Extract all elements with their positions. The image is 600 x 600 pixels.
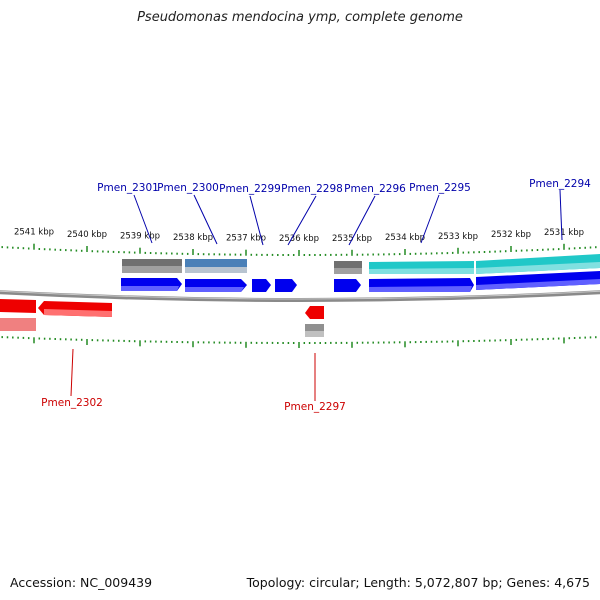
scale-tick-label: 2541 kbp (14, 228, 54, 238)
gene-label-pmen-2300: Pmen_2300 (157, 182, 219, 194)
feature-track-upper (122, 254, 600, 274)
gene-label-pmen-2294: Pmen_2294 (529, 178, 591, 190)
gene-label-pmen-2301: Pmen_2301 (97, 182, 159, 194)
scale-tick-label: 2536 kbp (279, 234, 319, 244)
scale-tick-label: 2531 kbp (544, 228, 584, 238)
gene-pmen-2299 (252, 279, 271, 292)
scale-ticks-top (1, 243, 597, 256)
gene-label-pmen-2297: Pmen_2297 (284, 401, 346, 413)
scale-tick-label: 2539 kbp (120, 232, 160, 242)
genome-backbone (0, 290, 600, 302)
scale-tick-label: 2537 kbp (226, 234, 266, 244)
scale-tick-label: 2533 kbp (438, 232, 478, 242)
reverse-gene-labels: Pmen_2302 Pmen_2297 (41, 397, 346, 413)
scale-tick-label: 2534 kbp (385, 233, 425, 243)
scale-labels: 2541 kbp 2540 kbp 2539 kbp 2538 kbp 2537 kbp… (14, 228, 584, 244)
scale-tick-label: 2538 kbp (173, 233, 213, 243)
topology-text: Topology: circular; Length: 5,072,807 bp… (246, 575, 590, 590)
gene-label-pmen-2299: Pmen_2299 (219, 183, 281, 195)
gene-pmen-2297 (305, 306, 324, 319)
genome-backbone-highlight (0, 290, 600, 300)
scale-tick-label: 2532 kbp (491, 230, 531, 240)
gene-pmen-2302-left (0, 299, 36, 313)
gene-label-pmen-2296: Pmen_2296 (344, 183, 406, 195)
scale-ticks-bottom (1, 336, 597, 348)
gene-label-pmen-2302: Pmen_2302 (41, 397, 103, 409)
reverse-cds-track (0, 299, 324, 337)
gene-label-pmen-2295: Pmen_2295 (409, 182, 471, 194)
forward-gene-labels: Pmen_2301 Pmen_2300 Pmen_2299 Pmen_2298 … (97, 178, 591, 195)
accession-text: Accession: NC_009439 (10, 575, 153, 590)
label-leaders (70, 189, 563, 401)
gene-pmen-2298 (275, 279, 297, 292)
forward-cds-track (121, 271, 600, 292)
gene-pmen-2302-feature (0, 318, 36, 331)
scale-tick-label: 2540 kbp (67, 230, 107, 240)
gene-pmen-2300-feature (185, 259, 247, 267)
gene-pmen-2296 (334, 279, 361, 292)
gene-label-pmen-2298: Pmen_2298 (281, 183, 343, 195)
map-title: Pseudomonas mendocina ymp, complete geno… (137, 10, 463, 25)
